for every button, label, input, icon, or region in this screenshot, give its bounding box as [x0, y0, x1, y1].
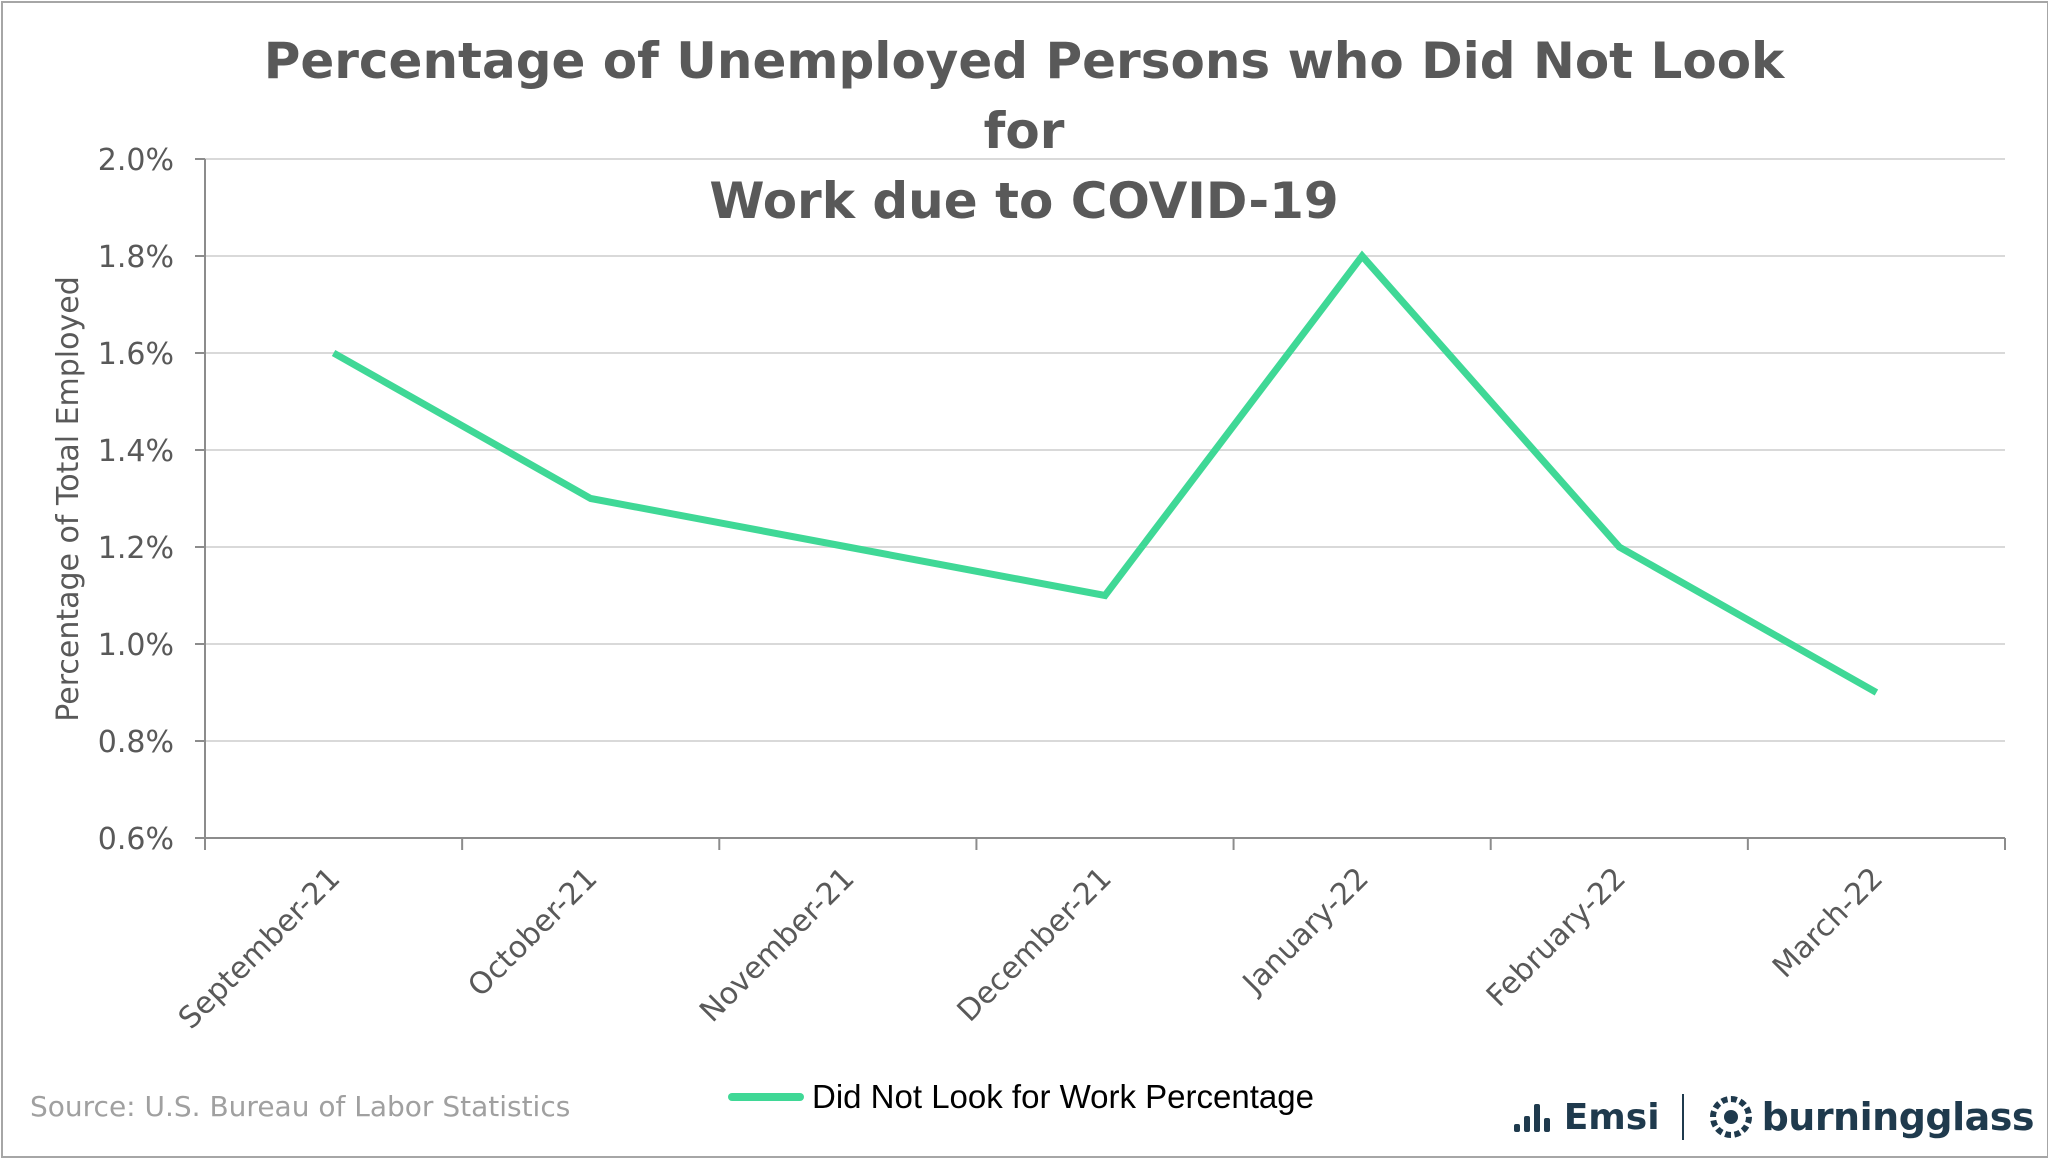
emsi-bars-icon — [1514, 1102, 1554, 1132]
burningglass-logo: burningglass — [1762, 1095, 2034, 1139]
x-tick-label-0: September-21 — [172, 861, 347, 1036]
source-note: Source: U.S. Bureau of Labor Statistics — [30, 1090, 570, 1123]
y-tick-label-4: 1.4% — [98, 434, 174, 469]
y-tick-label-2: 1.0% — [98, 628, 174, 663]
x-tick-label-6: March-22 — [1766, 861, 1890, 985]
emsi-logo: Emsi — [1564, 1097, 1660, 1138]
y-tick-label-7: 2.0% — [98, 143, 174, 178]
legend-label: Did Not Look for Work Percentage — [812, 1078, 1314, 1116]
x-tick-label-1: October-21 — [461, 861, 604, 1004]
y-tick-label-5: 1.6% — [98, 337, 174, 372]
y-tick-label-6: 1.8% — [98, 240, 174, 275]
y-axis-title: Percentage of Total Employed — [51, 276, 86, 722]
x-tick-label-3: December-21 — [951, 861, 1119, 1029]
logo-divider — [1682, 1094, 1684, 1140]
series-line-0 — [334, 256, 1877, 693]
y-tick-label-0: 0.6% — [98, 822, 174, 857]
legend: Did Not Look for Work Percentage — [728, 1078, 1314, 1116]
x-tick-label-2: November-21 — [693, 861, 861, 1029]
y-tick-label-1: 0.8% — [98, 725, 174, 760]
legend-swatch — [728, 1093, 804, 1101]
burningglass-icon — [1708, 1094, 1754, 1140]
x-tick-label-5: February-22 — [1480, 861, 1633, 1014]
y-tick-label-3: 1.2% — [98, 531, 174, 566]
logo-bar: Emsi burningglass — [1514, 1094, 2034, 1140]
x-tick-label-4: January-22 — [1235, 861, 1376, 1002]
